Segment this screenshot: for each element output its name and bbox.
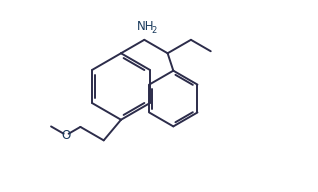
Text: 2: 2 xyxy=(152,26,157,35)
Text: NH: NH xyxy=(137,20,155,33)
Text: O: O xyxy=(61,129,71,142)
